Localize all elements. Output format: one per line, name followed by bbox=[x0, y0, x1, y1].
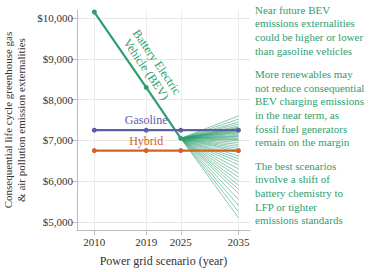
svg-text:Hybrid: Hybrid bbox=[129, 134, 163, 148]
svg-text:$9,000: $9,000 bbox=[43, 53, 74, 65]
svg-text:battery chemistry to: battery chemistry to bbox=[255, 187, 343, 199]
svg-text:$6,000: $6,000 bbox=[43, 175, 74, 187]
svg-text:than gasoline vehicles: than gasoline vehicles bbox=[255, 45, 352, 57]
svg-text:The best scenarios: The best scenarios bbox=[255, 160, 336, 172]
svg-text:fossil fuel generators: fossil fuel generators bbox=[255, 123, 347, 135]
svg-text:emissions externalities: emissions externalities bbox=[255, 17, 355, 29]
svg-text:remain on the margin: remain on the margin bbox=[255, 136, 350, 148]
svg-text:involve a shift of: involve a shift of bbox=[255, 173, 330, 185]
svg-text:Vehicle (BEV): Vehicle (BEV) bbox=[120, 36, 172, 102]
svg-text:Power grid scenario (year): Power grid scenario (year) bbox=[100, 254, 228, 268]
svg-text:$10,000: $10,000 bbox=[37, 12, 73, 24]
svg-text:in the near term, as: in the near term, as bbox=[255, 109, 339, 121]
svg-text:Near future BEV: Near future BEV bbox=[255, 4, 330, 16]
svg-text:not reduce consequential: not reduce consequential bbox=[255, 82, 364, 94]
svg-text:2025: 2025 bbox=[170, 236, 193, 248]
svg-text:More renewables may: More renewables may bbox=[255, 68, 353, 80]
svg-text:$8,000: $8,000 bbox=[43, 94, 74, 106]
svg-text:2010: 2010 bbox=[83, 236, 106, 248]
svg-text:& air pollution emission exter: & air pollution emission externalities bbox=[15, 38, 27, 202]
svg-text:LFP or tighter: LFP or tighter bbox=[255, 201, 317, 213]
svg-text:2019: 2019 bbox=[135, 236, 158, 248]
svg-text:emissions standards: emissions standards bbox=[255, 214, 343, 226]
svg-text:2035: 2035 bbox=[227, 236, 250, 248]
svg-text:$5,000: $5,000 bbox=[43, 216, 74, 228]
svg-text:Gasoline: Gasoline bbox=[125, 113, 168, 127]
svg-text:Battery Electric: Battery Electric bbox=[129, 26, 185, 97]
svg-text:BEV charging emissions: BEV charging emissions bbox=[255, 95, 364, 107]
svg-text:could be higher or lower: could be higher or lower bbox=[255, 31, 363, 43]
svg-text:Consequential life cycle green: Consequential life cycle greenhouse gas bbox=[2, 32, 14, 209]
svg-text:$7,000: $7,000 bbox=[43, 134, 74, 146]
